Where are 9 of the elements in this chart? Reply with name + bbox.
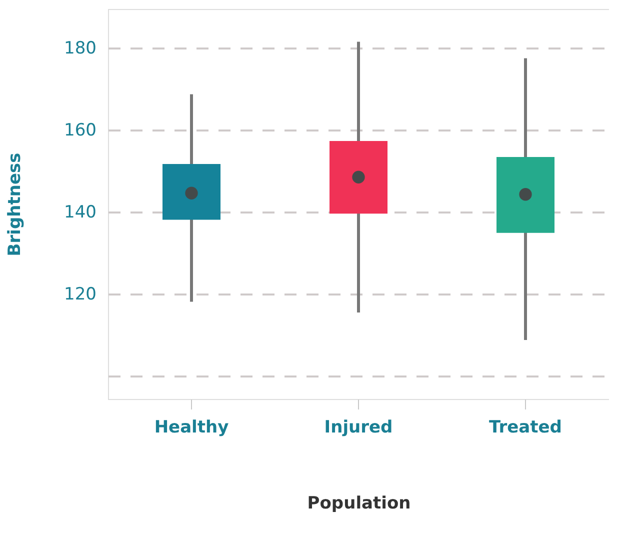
- y-tick-label: 120: [64, 284, 96, 305]
- y-tick-label: 160: [64, 120, 96, 140]
- y-tick-label: 180: [64, 38, 96, 58]
- x-tick-label: Treated: [489, 418, 562, 438]
- x-tick-label: Injured: [324, 418, 393, 438]
- y-axis-title: Brightness: [5, 152, 26, 256]
- y-tick-label: 140: [64, 202, 96, 222]
- x-axis-title: Population: [307, 494, 411, 514]
- x-tick-label: Healthy: [154, 418, 229, 438]
